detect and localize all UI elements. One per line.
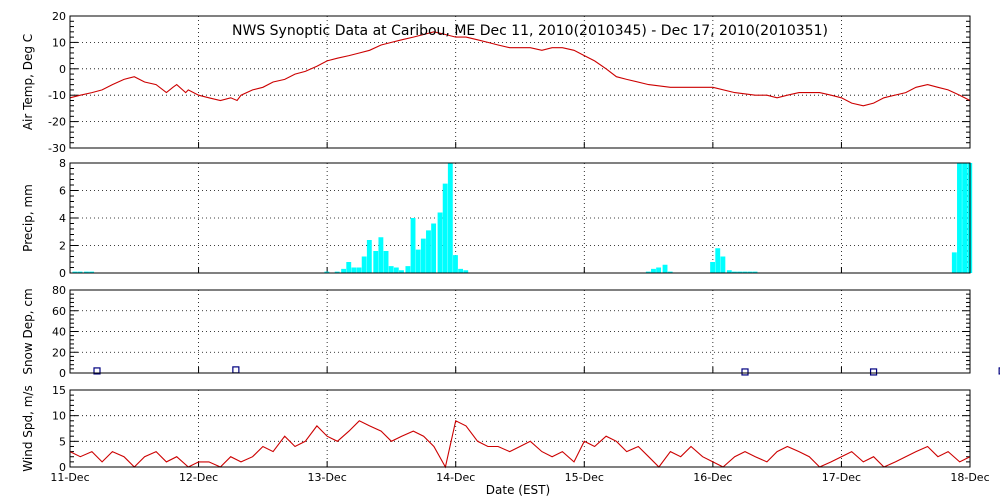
y-tick-label: 0 — [59, 267, 66, 280]
y-tick-label: 8 — [59, 157, 66, 170]
precip-bar — [383, 251, 389, 273]
precip-bar — [437, 212, 443, 273]
precip-bar — [373, 251, 379, 273]
x-tick-label: 16-Dec — [693, 471, 732, 484]
precip-bar — [405, 266, 411, 273]
precip-bar — [447, 163, 453, 273]
x-tick-label: 14-Dec — [436, 471, 475, 484]
x-axis-label: Date (EST) — [486, 483, 550, 497]
precip-bar — [366, 240, 372, 273]
series-line — [69, 31, 971, 107]
y-tick-label: 15 — [52, 384, 66, 397]
snow-depth-point — [998, 367, 1000, 375]
precip-bar — [957, 163, 962, 273]
panel-1: 8 6 4 2 0 Precip, mm — [21, 157, 973, 280]
precip-bar — [715, 248, 721, 273]
y-axis-label: Wind Spd, m/s — [21, 385, 35, 471]
precip-bar — [645, 271, 651, 273]
precip-bar — [662, 264, 668, 273]
y-tick-label: -30 — [48, 142, 66, 155]
x-tick-label: 17-Dec — [822, 471, 861, 484]
precip-bar — [346, 262, 352, 273]
precip-bar — [951, 252, 957, 273]
precip-bar — [962, 163, 968, 273]
y-axis-label: Snow Dep, cm — [21, 288, 35, 374]
y-tick-label: 0 — [59, 63, 66, 76]
precip-bar — [393, 267, 399, 273]
precip-bar — [426, 230, 431, 273]
panel-0: 20 10 0 -10 -20 -30 Air Temp, Deg C — [21, 10, 971, 155]
precip-bar — [710, 262, 716, 273]
x-tick-label: 12-Dec — [179, 471, 218, 484]
precip-bar — [415, 249, 421, 273]
precip-bar — [399, 270, 404, 273]
series-line — [69, 419, 971, 469]
precip-bar — [463, 270, 469, 273]
panel-3: 15 10 5 0 Wind Spd, m/s 11-Dec 12-Dec 13-Dec 14-… — [21, 384, 990, 484]
precip-bar — [726, 270, 732, 273]
precip-bar — [737, 271, 743, 273]
x-tick-label: 15-Dec — [565, 471, 604, 484]
precip-bar — [388, 266, 394, 273]
precip-bar — [420, 238, 426, 273]
panel-frame — [69, 15, 971, 149]
panel-frame — [69, 289, 971, 374]
snow-depth-point — [93, 367, 101, 375]
y-tick-label: 60 — [52, 305, 66, 318]
snow-depth-point — [741, 368, 749, 376]
y-tick-label: 4 — [59, 212, 66, 225]
precip-bar — [747, 271, 753, 273]
precip-bar — [431, 223, 437, 273]
y-tick-label: 80 — [52, 284, 66, 297]
precip-bar — [453, 255, 458, 273]
y-axis-label: Air Temp, Deg C — [21, 34, 35, 130]
y-tick-label: 40 — [52, 326, 66, 339]
y-tick-label: 6 — [59, 185, 66, 198]
precip-bar — [378, 237, 384, 273]
y-axis-label: Precip, mm — [21, 184, 35, 252]
y-tick-label: 10 — [52, 410, 66, 423]
precip-bar — [84, 271, 89, 273]
precip-bar — [752, 271, 758, 273]
x-tick-label: 11-Dec — [50, 471, 89, 484]
precip-bar — [341, 268, 347, 273]
precip-bar — [651, 268, 656, 273]
y-tick-label: -20 — [48, 116, 66, 129]
precip-bar — [351, 267, 357, 273]
precip-bar — [442, 183, 448, 273]
precip-bar — [72, 271, 78, 273]
precip-bar — [720, 256, 726, 273]
panel-2: 80 60 40 20 0 Snow Dep, cm — [21, 284, 1000, 380]
precip-bar — [356, 267, 362, 273]
snow-depth-point — [232, 366, 240, 374]
y-tick-label: -10 — [48, 89, 66, 102]
y-tick-label: 2 — [59, 240, 66, 253]
x-tick-label: 18-Dec — [950, 471, 989, 484]
chart-title: NWS Synoptic Data at Caribou, ME Dec 11,… — [232, 23, 828, 39]
snow-depth-point — [869, 368, 878, 376]
precip-bar — [458, 268, 464, 273]
precip-bar — [410, 218, 416, 273]
y-tick-label: 5 — [59, 435, 66, 448]
y-tick-label: 0 — [59, 461, 66, 474]
precip-bar — [656, 267, 662, 273]
precip-bar — [324, 271, 330, 273]
y-tick-label: 20 — [52, 10, 66, 23]
y-tick-label: 0 — [59, 367, 66, 380]
x-tick-label: 13-Dec — [308, 471, 347, 484]
precip-bar — [732, 271, 737, 273]
precip-bar — [89, 271, 95, 273]
panel-frame — [69, 389, 971, 468]
precip-bar — [667, 271, 673, 273]
y-tick-label: 20 — [52, 346, 66, 359]
y-tick-label: 10 — [52, 36, 66, 49]
precip-bar — [742, 271, 748, 273]
panel-frame — [69, 162, 971, 274]
precip-bar — [361, 256, 367, 273]
precip-bar — [334, 271, 340, 273]
precip-bar — [77, 271, 83, 273]
